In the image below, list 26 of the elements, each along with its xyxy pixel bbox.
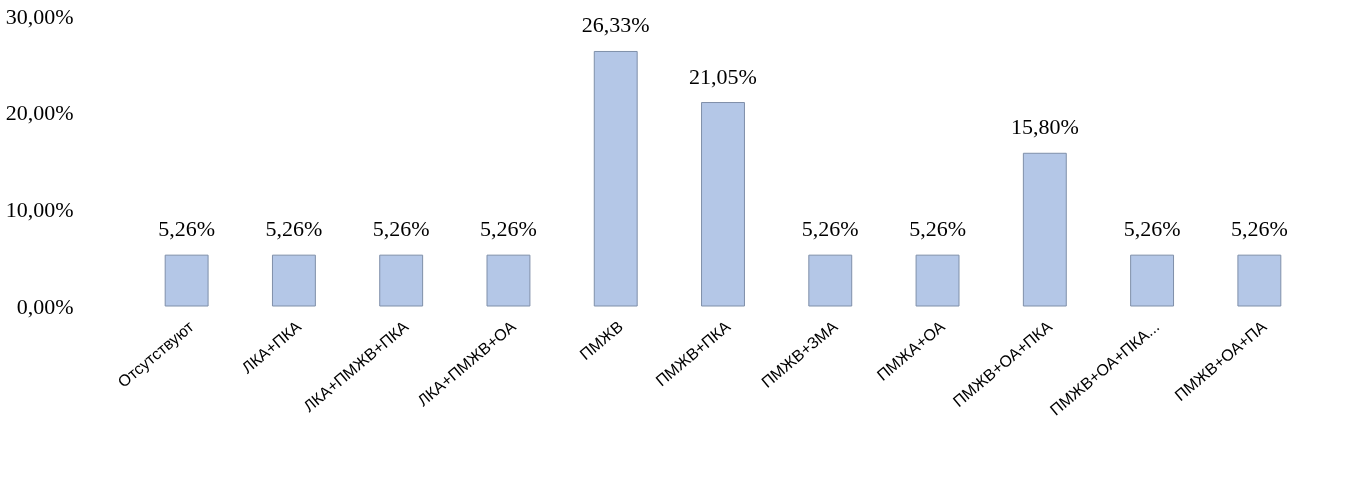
bar	[808, 254, 853, 307]
data-label: 5,26%	[265, 216, 323, 242]
data-label: 5,26%	[158, 216, 216, 242]
y-tick-label: 10,00%	[5, 196, 74, 222]
data-label: 5,26%	[1123, 216, 1181, 242]
y-tick-label: 0,00%	[16, 293, 74, 319]
bar	[915, 254, 960, 307]
bar	[701, 102, 745, 307]
data-label: 5,26%	[909, 216, 966, 242]
bar	[271, 254, 316, 307]
bar	[593, 50, 638, 307]
bar	[486, 254, 531, 307]
data-label: 26,33%	[581, 12, 650, 38]
data-label: 5,26%	[372, 216, 430, 242]
data-label: 5,26%	[801, 216, 859, 242]
data-label: 5,26%	[480, 216, 537, 242]
bar	[164, 254, 209, 307]
bar	[379, 254, 424, 307]
y-tick-label: 20,00%	[5, 100, 74, 126]
data-label: 15,80%	[1010, 114, 1079, 140]
y-tick-label: 30,00%	[5, 3, 74, 29]
bar	[1237, 254, 1282, 307]
data-label: 5,26%	[1230, 216, 1288, 242]
bar	[1022, 152, 1067, 307]
data-label: 21,05%	[689, 63, 757, 89]
bar	[1130, 254, 1175, 307]
